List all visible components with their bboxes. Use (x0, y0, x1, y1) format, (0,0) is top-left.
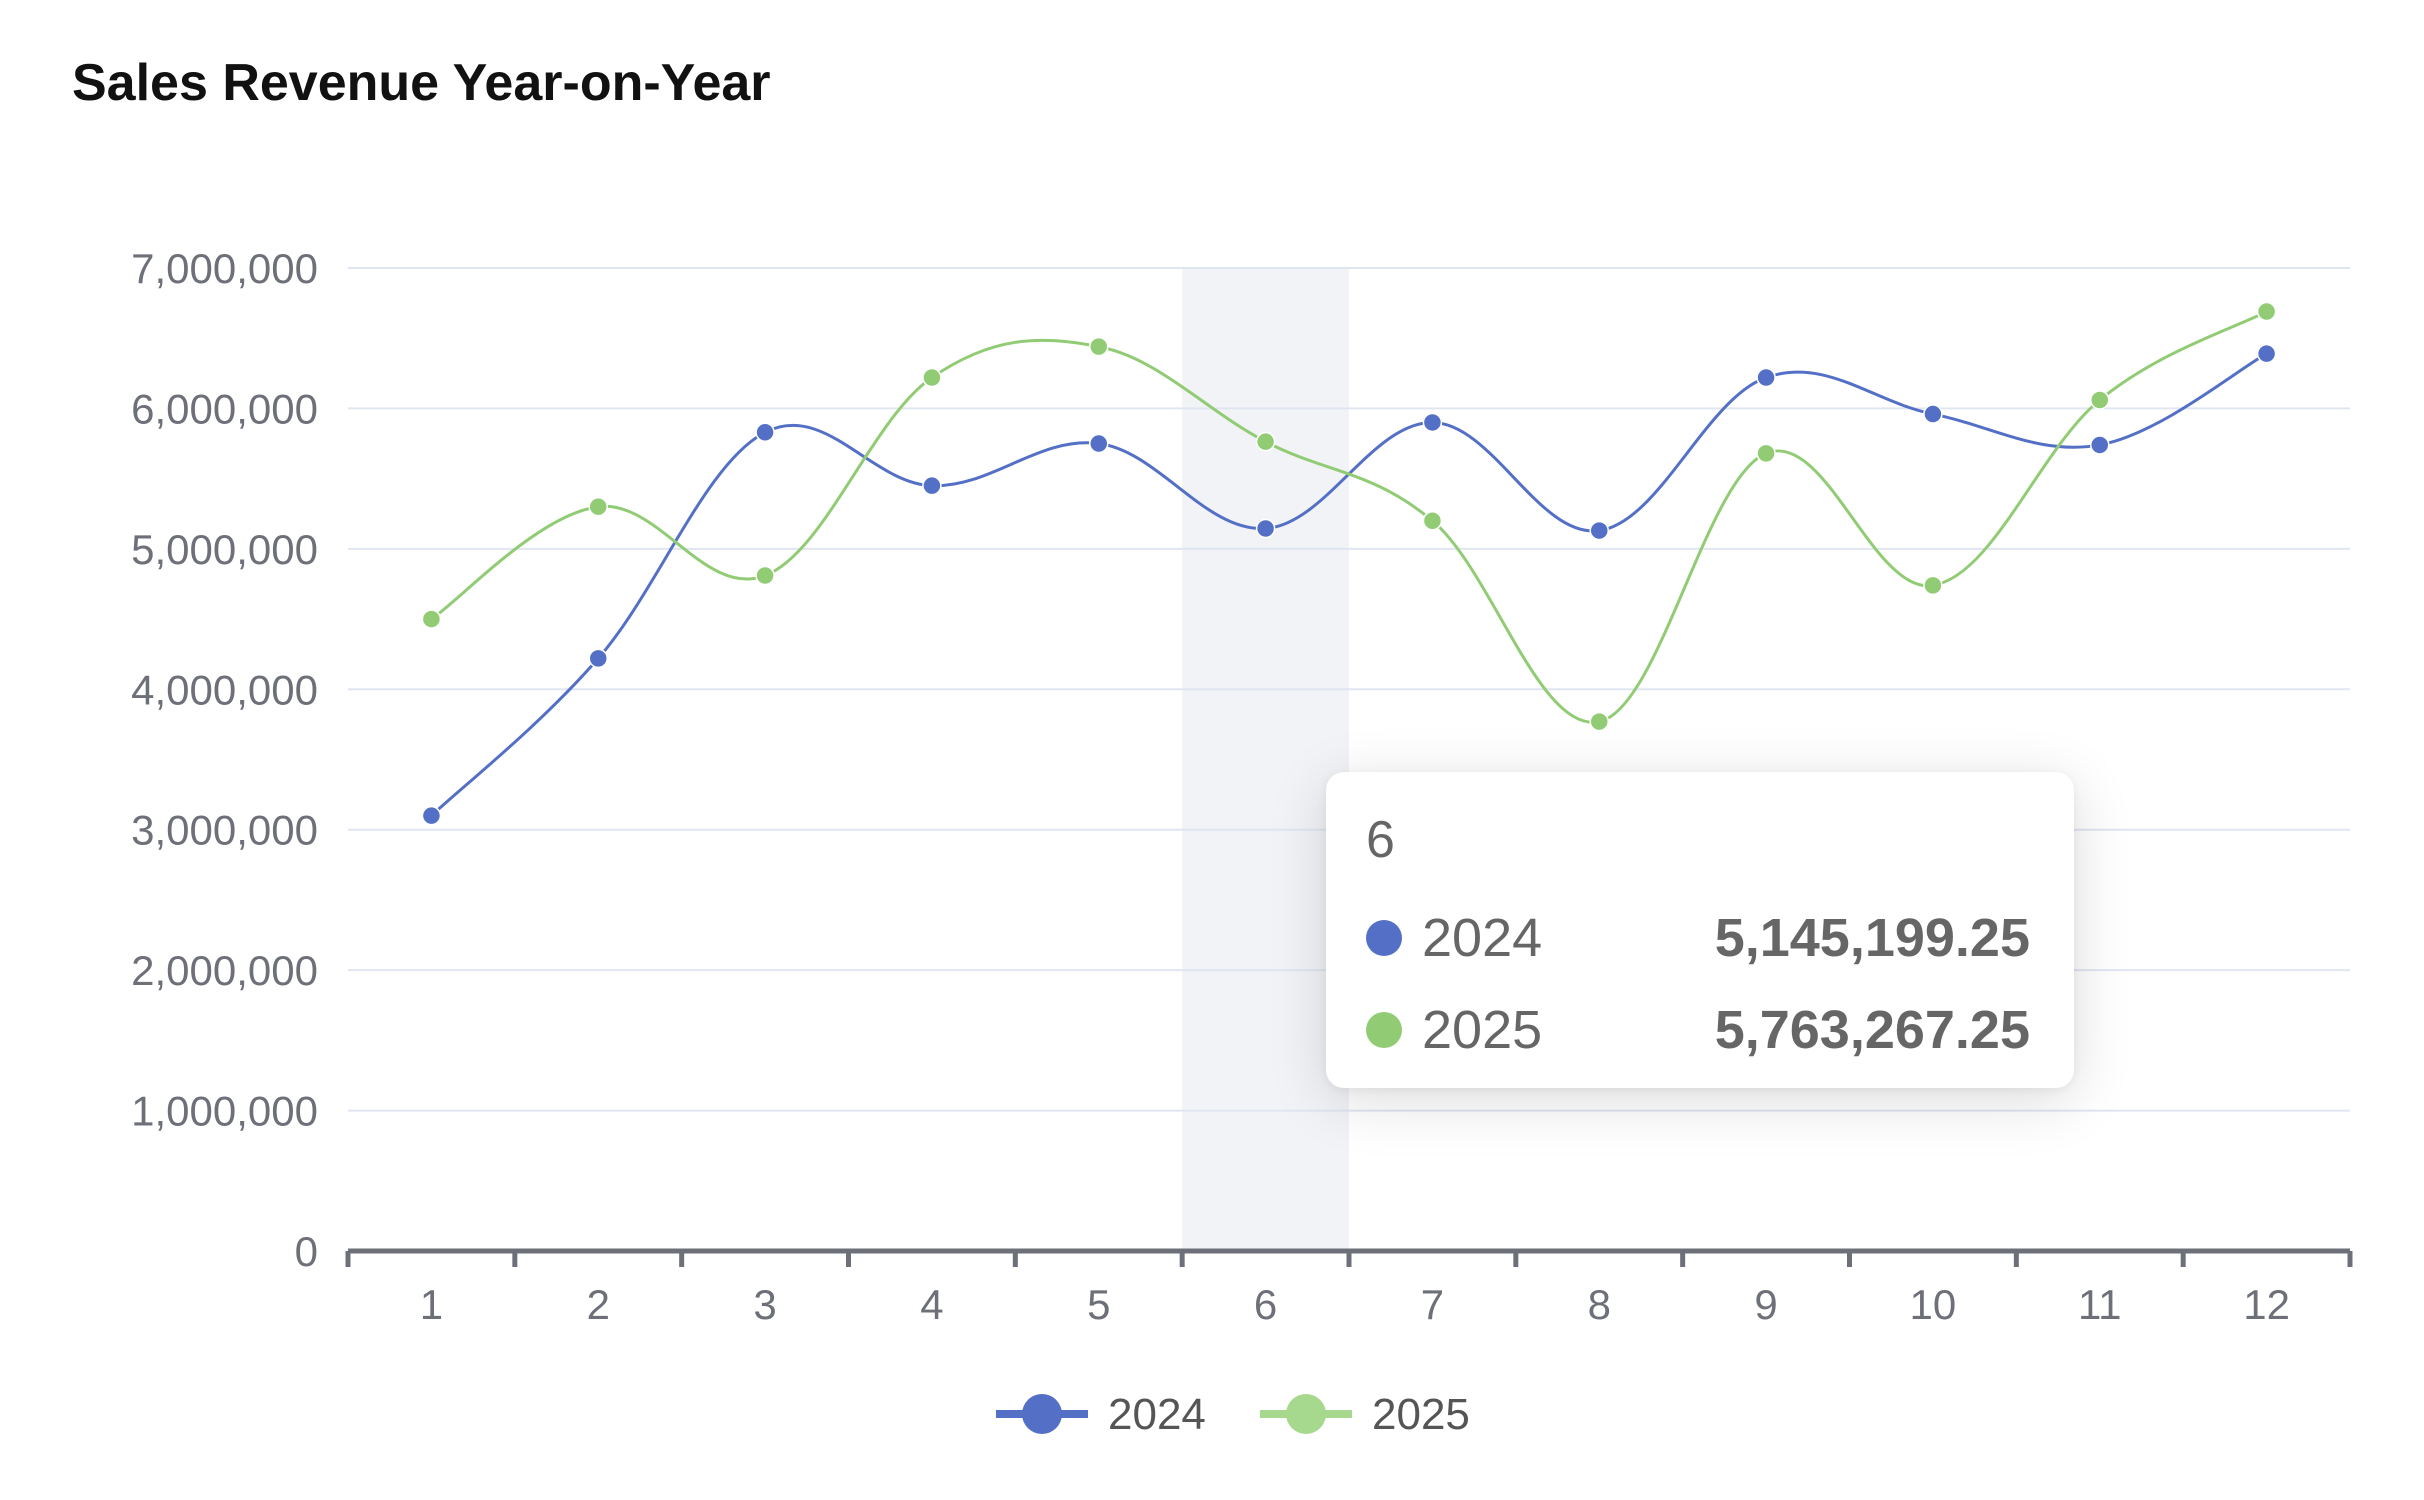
data-point-2024 (1089, 433, 1109, 454)
x-tick-label: 4 (920, 1281, 943, 1328)
data-point-2025 (1923, 575, 1943, 596)
y-tick-label: 1,000,000 (131, 1088, 318, 1135)
data-point-2024 (1422, 412, 1443, 433)
y-tick-label: 2,000,000 (131, 947, 318, 994)
data-point-2025 (922, 367, 942, 388)
x-tick-label: 12 (2243, 1281, 2290, 1328)
data-point-2024 (1255, 518, 1276, 539)
tooltip-series-value: 5,145,199.25 (1714, 908, 2030, 968)
data-point-2024 (755, 422, 775, 443)
tooltip-series-name: 2024 (1422, 908, 1543, 968)
x-tick-label: 5 (1087, 1281, 1110, 1328)
data-point-2025 (1756, 443, 1776, 464)
data-point-2025 (421, 609, 442, 629)
data-point-2024 (588, 648, 608, 669)
tooltip-title: 6 (1366, 811, 1395, 869)
data-point-2025 (1589, 711, 1609, 732)
x-tick-label: 7 (1421, 1281, 1444, 1328)
data-point-2025 (1089, 336, 1109, 357)
data-point-2025 (2256, 301, 2277, 322)
y-tick-label: 7,000,000 (131, 245, 318, 292)
data-point-2025 (755, 565, 775, 586)
tooltip-marker-2025 (1366, 1012, 1402, 1048)
y-tick-label: 5,000,000 (131, 526, 318, 573)
x-tick-label: 1 (420, 1281, 443, 1328)
legend-marker-2025 (1286, 1394, 1326, 1434)
data-point-2025 (2090, 390, 2110, 410)
data-point-2025 (1422, 511, 1443, 531)
x-tick-label: 6 (1254, 1281, 1277, 1328)
tooltip-series-name: 2025 (1422, 1000, 1543, 1060)
tooltip-series-value: 5,763,267.25 (1714, 1000, 2030, 1060)
x-tick-label: 3 (753, 1281, 776, 1328)
data-point-2024 (2256, 343, 2277, 364)
x-tick-label: 2 (587, 1281, 610, 1328)
x-tick-label: 10 (1910, 1281, 1957, 1328)
x-tick-label: 8 (1588, 1281, 1611, 1328)
y-tick-label: 6,000,000 (131, 385, 318, 432)
data-point-2024 (1589, 520, 1609, 541)
data-point-2025 (1255, 431, 1276, 452)
tooltip-row-2024: 2024 5,145,199.25 (1366, 892, 2030, 984)
highlight-band (1182, 268, 1349, 1251)
legend-label: 2025 (1372, 1390, 1470, 1439)
data-point-2024 (421, 805, 442, 826)
data-point-2024 (1923, 404, 1943, 424)
chart-tooltip: 6 2024 5,145,199.25 2025 5,763,267.25 (1326, 772, 2074, 1088)
data-point-2025 (588, 496, 608, 517)
legend-marker-2024 (1022, 1394, 1062, 1434)
y-tick-label: 0 (295, 1228, 318, 1275)
y-tick-label: 3,000,000 (131, 807, 318, 854)
x-tick-label: 9 (1754, 1281, 1777, 1328)
legend-label: 2024 (1108, 1390, 1206, 1439)
chart-title: Sales Revenue Year-on-Year (72, 54, 771, 112)
data-point-2024 (1756, 367, 1776, 388)
y-tick-label: 4,000,000 (131, 666, 318, 713)
tooltip-row-2025: 2025 5,763,267.25 (1366, 984, 2030, 1076)
x-tick-label: 11 (2078, 1281, 2122, 1328)
data-point-2024 (922, 475, 942, 496)
data-point-2024 (2090, 435, 2110, 455)
tooltip-marker-2024 (1366, 920, 1402, 956)
